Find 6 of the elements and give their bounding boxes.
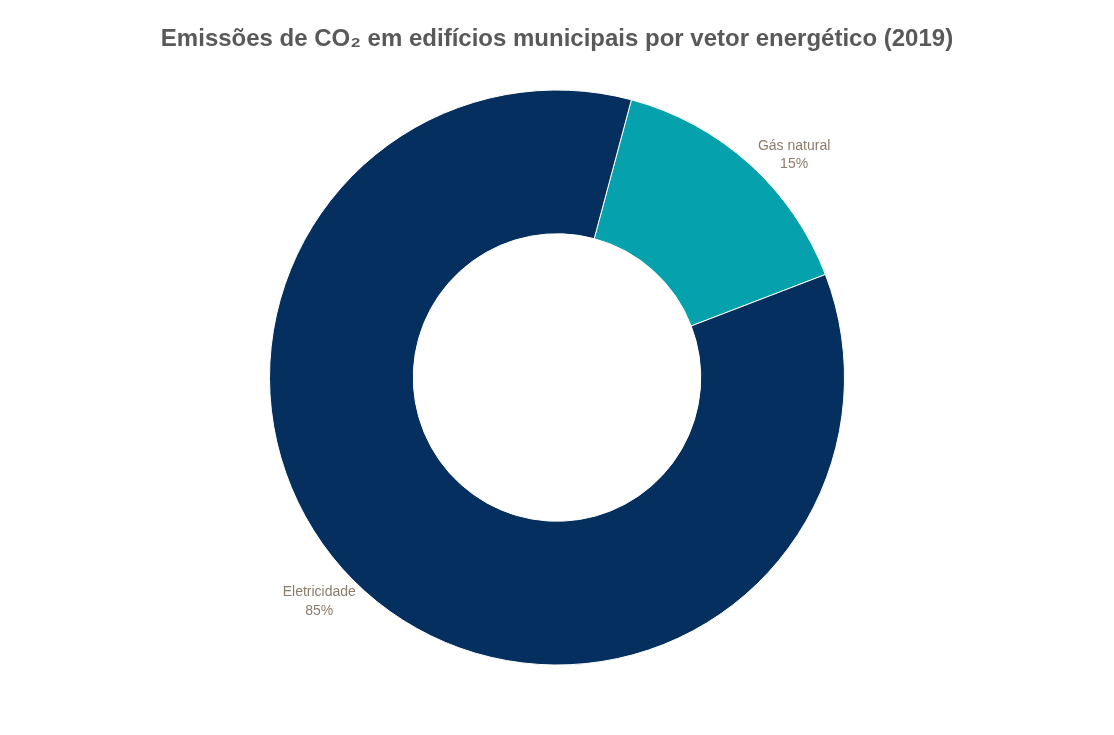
chart-title: Emissões de CO₂ em edifícios municipais por vetor energético (2019) [160, 24, 954, 52]
slice-label: Eletricidade [282, 583, 357, 600]
slice-label: Gás natural [757, 137, 831, 154]
data-label: 15% [780, 155, 809, 172]
donut-slice [269, 89, 845, 666]
data-label: 85% [305, 601, 334, 618]
